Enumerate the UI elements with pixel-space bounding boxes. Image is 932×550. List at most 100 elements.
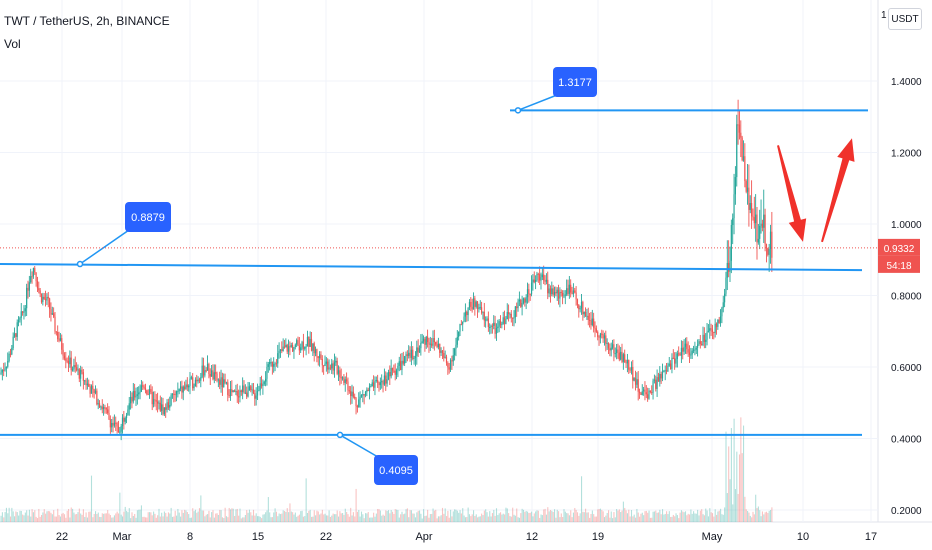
- candle-body: [301, 341, 303, 348]
- candle-body: [765, 244, 768, 249]
- volume-bar: [275, 511, 277, 522]
- volume-bar: [185, 510, 187, 522]
- candle-body: [227, 382, 229, 396]
- candle-body: [691, 350, 693, 355]
- volume-bar: [409, 510, 411, 522]
- candle-body: [637, 379, 639, 392]
- candle-body: [683, 346, 685, 352]
- volume-bar: [151, 515, 153, 522]
- volume-bar: [332, 513, 334, 522]
- volume-bar: [90, 475, 93, 522]
- candle-body: [136, 394, 138, 396]
- volume-bar: [690, 509, 692, 522]
- candle-body: [439, 343, 441, 353]
- candle-body: [254, 393, 256, 399]
- candle-body: [379, 382, 381, 386]
- candle-body: [316, 349, 318, 357]
- volume-bar: [323, 514, 325, 522]
- volume-bar: [365, 513, 367, 522]
- volume-bar: [45, 513, 47, 522]
- volume-bar: [15, 511, 17, 522]
- volume-bar: [485, 509, 487, 522]
- candle-body: [11, 348, 13, 355]
- volume-bar: [144, 517, 147, 522]
- candle-body: [246, 392, 248, 397]
- candle-body: [721, 307, 723, 317]
- candle-body: [359, 396, 361, 400]
- volume-bar: [113, 515, 115, 522]
- candle-body: [319, 354, 321, 359]
- candle-body: [474, 298, 476, 307]
- volume-bar: [512, 507, 514, 522]
- volume-bar: [267, 497, 269, 522]
- volume-bar: [298, 514, 300, 522]
- candle-body: [514, 306, 516, 318]
- candle-body: [298, 345, 300, 351]
- candle-body: [764, 214, 766, 245]
- volume-bar: [757, 506, 759, 522]
- candle-body: [672, 357, 674, 359]
- volume-bar: [595, 516, 597, 522]
- candle-body: [675, 358, 677, 364]
- candle-body: [680, 347, 682, 356]
- candle-body: [61, 338, 63, 350]
- volume-bar: [664, 513, 666, 522]
- volume-bar: [689, 514, 691, 522]
- candle-body: [320, 354, 322, 359]
- volume-bar: [603, 517, 606, 522]
- currency-button[interactable]: USDT: [888, 8, 922, 30]
- volume-bar: [259, 516, 261, 522]
- candle-body: [223, 379, 225, 388]
- volume-bar: [16, 512, 18, 522]
- volume-bar: [672, 514, 674, 522]
- candle-body: [674, 358, 676, 364]
- candle-body: [626, 359, 628, 364]
- volume-bar: [99, 516, 101, 522]
- volume-bar: [140, 505, 142, 522]
- volume-bar: [674, 516, 676, 522]
- candle-body: [478, 307, 480, 310]
- volume-bar: [581, 476, 583, 522]
- volume-bar: [510, 516, 512, 522]
- volume-bar: [560, 513, 562, 522]
- volume-bar: [477, 517, 479, 522]
- volume-bar: [130, 518, 132, 522]
- candle-body: [26, 287, 28, 309]
- candle-body: [221, 377, 223, 388]
- x-tick-label: 15: [252, 531, 264, 543]
- candle-body: [516, 306, 518, 309]
- candle-body: [109, 419, 111, 428]
- volume-bar: [234, 515, 236, 522]
- candle-body: [688, 352, 691, 355]
- volume-bar: [416, 512, 418, 522]
- candle-body: [381, 381, 383, 383]
- volume-bar: [223, 518, 225, 522]
- candle-body: [23, 311, 25, 313]
- candle-body: [713, 332, 715, 334]
- candle-body: [536, 273, 538, 281]
- volume-bar: [174, 510, 176, 522]
- candle-body: [206, 364, 209, 371]
- volume-bar: [767, 513, 769, 522]
- volume-bar: [459, 510, 461, 522]
- candle-body: [398, 361, 400, 366]
- candle-body: [15, 333, 17, 337]
- candle-body: [422, 338, 425, 342]
- volume-bar: [282, 510, 284, 522]
- volume-bar: [143, 516, 145, 522]
- candle-body: [665, 370, 668, 372]
- candle-body: [729, 260, 731, 272]
- volume-bar: [699, 510, 701, 522]
- candle-body: [599, 333, 601, 338]
- candle-body: [609, 348, 611, 351]
- candle-body: [262, 384, 264, 387]
- candle-body: [20, 311, 22, 318]
- volume-bar: [217, 514, 219, 522]
- volume-bar: [660, 514, 662, 522]
- candle-body: [678, 353, 680, 355]
- volume-bar: [394, 509, 396, 522]
- candle-body: [171, 393, 174, 396]
- volume-bar: [680, 510, 682, 522]
